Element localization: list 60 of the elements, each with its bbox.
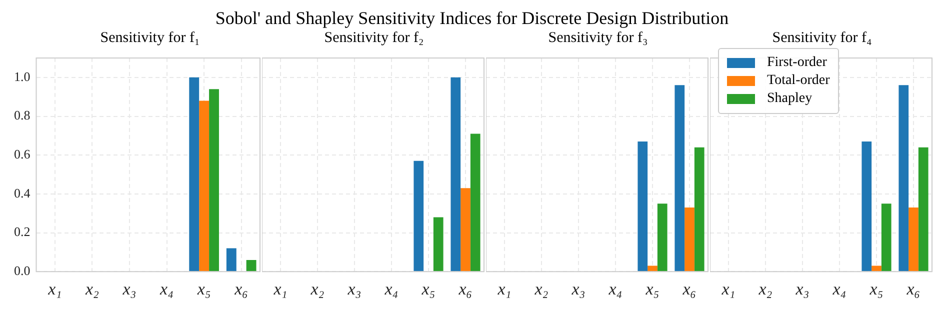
x-tick-label: x₂ [310,279,324,298]
bar [433,217,444,272]
x-tick-label: x₁ [47,279,62,298]
bar [918,147,928,272]
x-tick-label: x₄ [832,279,846,298]
y-tick-label: 0.8 [14,108,30,123]
legend-label: First-order [767,55,827,71]
bar [470,134,480,272]
bar [414,160,424,272]
bar [648,266,658,272]
bar [209,89,219,272]
bar [694,147,704,272]
x-tick-label: x₄ [384,279,398,298]
bar [908,208,918,272]
bar [862,142,872,272]
bar [226,248,236,272]
x-tick-label: x₅ [868,279,884,298]
bar [898,85,909,272]
x-tick-label: x₆ [906,279,920,298]
chart-title: Sensitivity for f₂ [323,30,425,48]
bar [199,100,210,272]
x-tick-label: x₃ [570,279,586,298]
legend-label: Shapley [767,91,812,107]
x-tick-label: x₆ [682,279,696,298]
bar [881,204,892,272]
y-tick-label: 0.4 [14,185,31,200]
x-tick-label: x₁ [272,279,288,298]
chart-title: Sensitivity for f₄ [771,30,873,48]
x-tick-label: x₂ [758,279,772,298]
bar [684,208,694,272]
bar [450,77,461,272]
x-tick-label: x₃ [794,279,810,298]
chart-title: Sensitivity for f₃ [547,30,649,48]
bar [189,77,200,272]
x-tick-label: x₄ [608,279,622,298]
text: Sobol' and Shapley Sensitivity Indices for Discrete Design Distribution [214,8,730,30]
x-tick-label: x₅ [420,279,436,298]
x-tick-label: x₅ [644,279,660,298]
x-tick-label: x₆ [234,279,248,298]
y-tick-label: 0.6 [14,146,31,162]
y-tick-label: 0.0 [14,263,30,278]
bar [657,204,668,272]
x-tick-label: x₃ [346,279,362,298]
bar [246,260,256,272]
bar [872,266,882,272]
x-tick-label: x₄ [159,279,174,298]
legend-label: Total-order [767,73,830,89]
x-tick-label: x₁ [496,279,512,298]
x-tick-label: x₆ [458,279,472,298]
x-tick-label: x₁ [720,279,736,298]
y-tick-label: 1.0 [14,68,30,84]
chart-title: Sensitivity for f₁ [99,30,201,48]
y-tick-label: 0.2 [14,224,30,240]
bar [460,188,470,272]
x-tick-label: x₃ [122,279,136,298]
bar [674,85,685,272]
x-tick-label: x₅ [196,279,211,298]
x-tick-label: x₂ [84,279,99,298]
bar [638,142,648,272]
x-tick-label: x₂ [534,279,548,298]
